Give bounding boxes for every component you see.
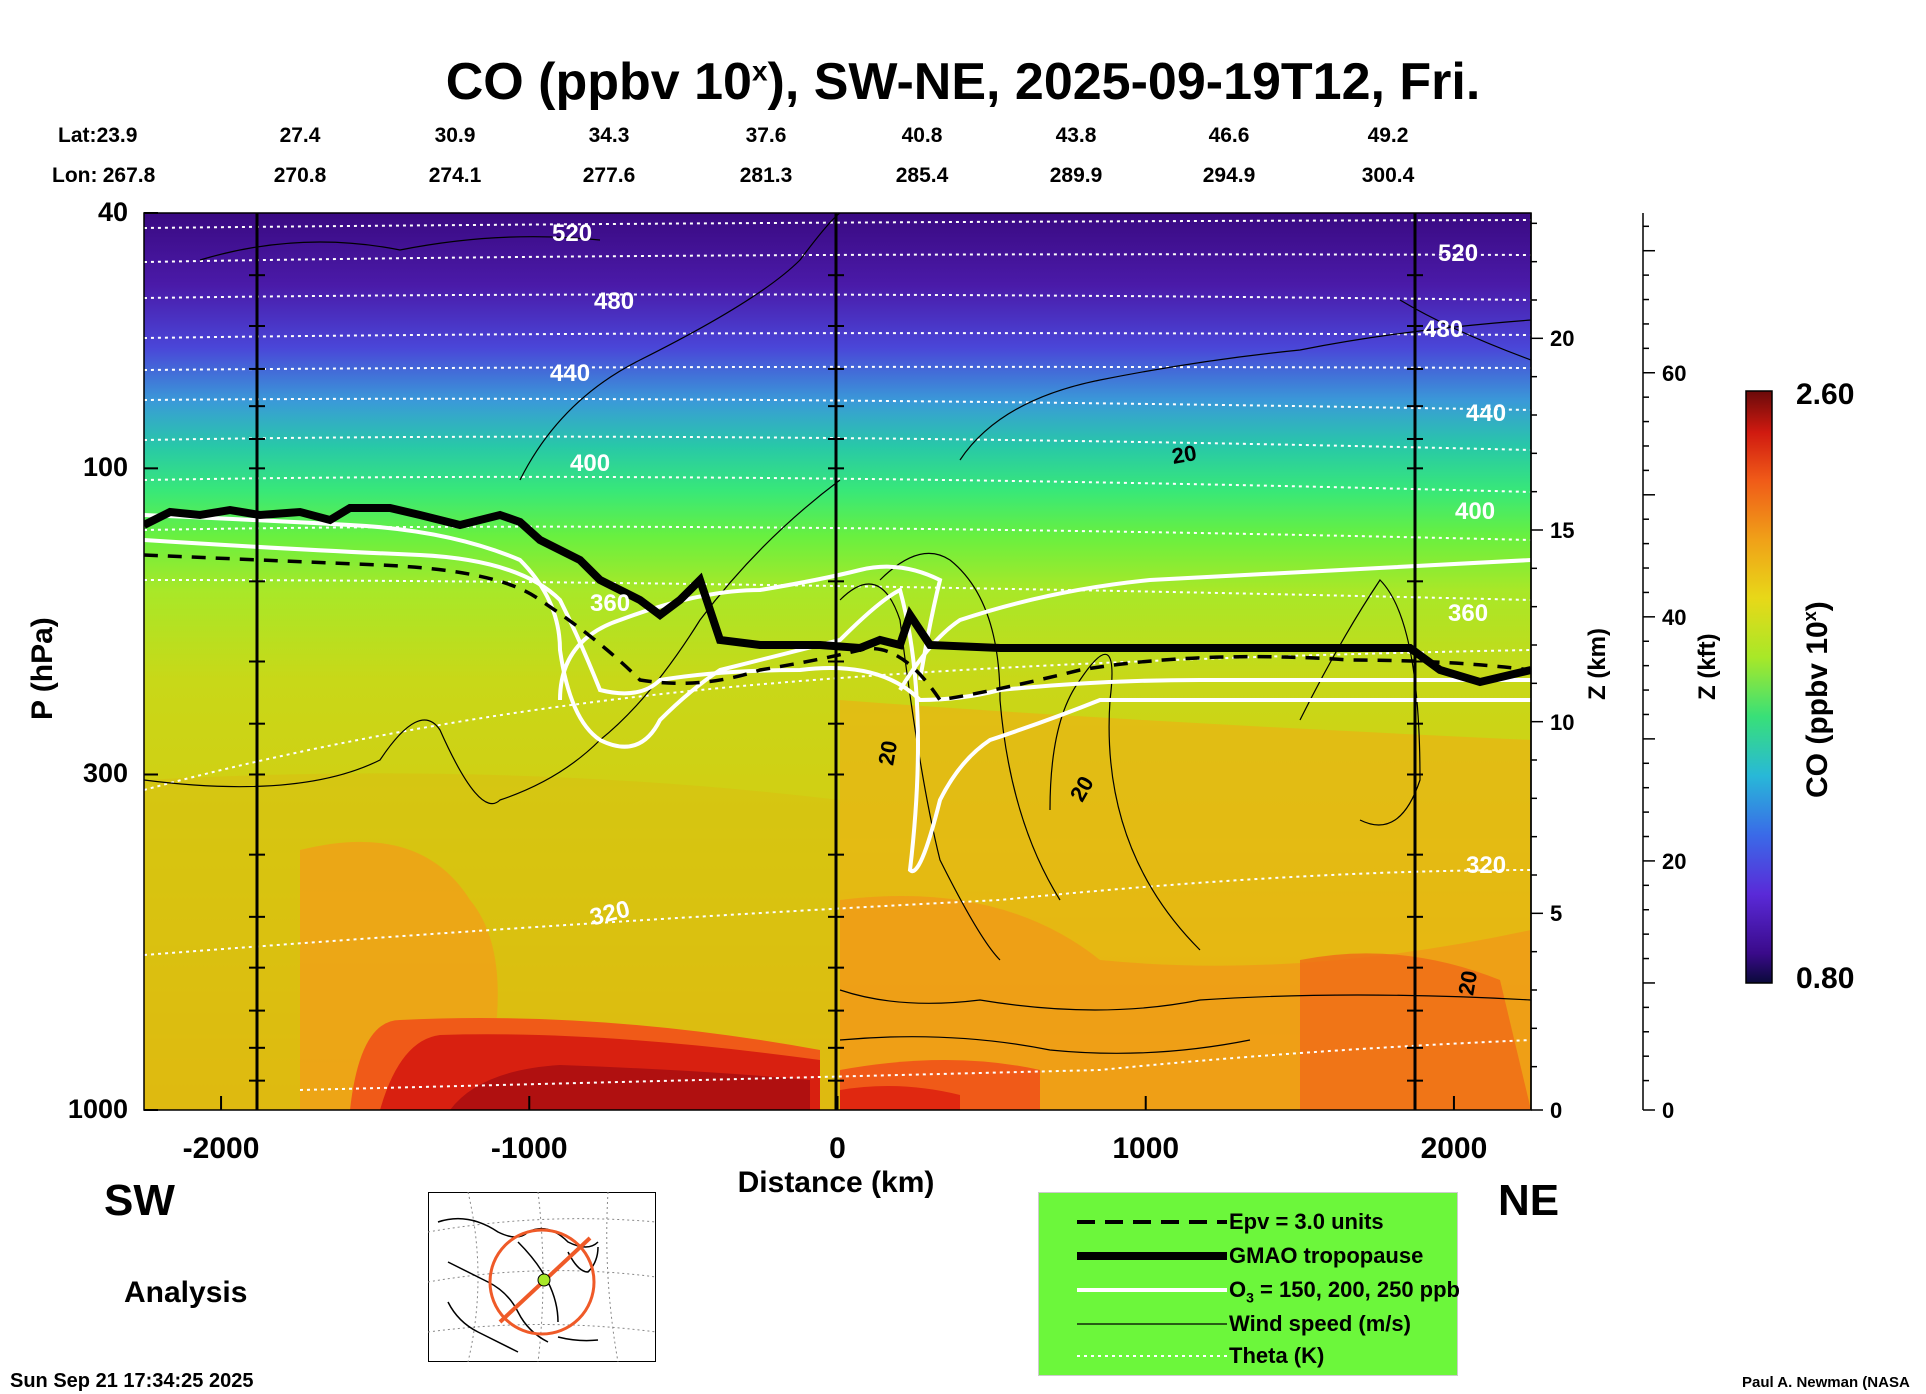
colorbar-max-label: 2.60	[1796, 378, 1855, 411]
zkm-tick-label: 20	[1550, 326, 1575, 352]
legend-theta: Theta (K)	[1077, 1343, 1325, 1368]
lon-value: 267.8	[102, 164, 156, 187]
tropopause-line	[144, 504, 1531, 687]
axis-ticks	[144, 212, 1655, 1111]
wind-contour-label: 20	[873, 738, 903, 768]
x-axis-title: Distance (km)	[737, 1166, 935, 1199]
lon-value: 277.6	[582, 164, 636, 187]
theta-contour-label: 400	[1455, 498, 1496, 525]
theta-contour-label: 400	[570, 450, 611, 477]
theta-contour-label: 520	[552, 220, 593, 247]
map-range-circle	[488, 1228, 596, 1336]
x-tick-label: -1000	[490, 1132, 568, 1165]
theta-contour-label: 440	[1466, 400, 1507, 427]
lon-value: 294.9	[1202, 164, 1256, 187]
legend-wind: Wind speed (m/s)	[1077, 1311, 1411, 1336]
colorbar-title: CO (ppbv 10x)	[1800, 601, 1834, 798]
x-tick-label: -2000	[182, 1132, 260, 1165]
credit: Paul A. Newman (NASA	[1742, 1374, 1910, 1391]
y-axis-title: P (hPa)	[26, 617, 59, 720]
x-tick-label: 1000	[1112, 1132, 1180, 1165]
legend-o3: O3 = 150, 200, 250 ppb	[1077, 1277, 1460, 1306]
lon-value: 300.4	[1361, 164, 1415, 187]
lat-value: 49.2	[1367, 124, 1409, 147]
timestamp: Sun Sep 21 17:34:25 2025	[10, 1370, 254, 1392]
ne-label: NE	[1498, 1176, 1560, 1225]
x-tick-label: 0	[829, 1132, 846, 1165]
zkft-tick-label: 20	[1662, 848, 1687, 874]
lat-value: 40.8	[901, 124, 943, 147]
theta-contour-label: 320	[1466, 852, 1507, 879]
y-tick-label: 1000	[67, 1094, 128, 1124]
lat-value: 23.9	[96, 124, 138, 147]
wind-contour-label: 20	[1453, 968, 1483, 998]
theta-contour-label: 520	[1438, 240, 1479, 267]
epv-line	[144, 553, 1531, 702]
lat-value: 46.6	[1208, 124, 1250, 147]
zkm-tick-label: 10	[1550, 709, 1575, 735]
zkm-tick-label: 5	[1550, 901, 1563, 927]
y-tick-label: 40	[97, 197, 128, 227]
chart-title: CO (ppbv 10x), SW-NE, 2025-09-19T12, Fri…	[445, 53, 1481, 111]
lon-value: 289.9	[1049, 164, 1103, 187]
wind-contour-label: 20	[1169, 440, 1199, 469]
lon-label: Lon:	[52, 164, 98, 187]
zkft-tick-label: 60	[1662, 360, 1687, 386]
lon-value: 274.1	[428, 164, 482, 187]
theta-contour-label: 480	[1423, 316, 1464, 343]
sw-label: SW	[104, 1176, 175, 1225]
lat-value: 43.8	[1055, 124, 1097, 147]
lat-value: 34.3	[588, 124, 630, 147]
zkm-tick-label: 15	[1550, 518, 1575, 543]
theta-contour-label: 360	[590, 590, 631, 617]
inset-map	[428, 1192, 656, 1362]
x-tick-label: 2000	[1420, 1132, 1488, 1165]
lon-value: 281.3	[739, 164, 793, 187]
theta-contour-label: 480	[594, 288, 635, 315]
zkft-tick-label: 0	[1662, 1098, 1675, 1123]
colorbar	[1745, 390, 1773, 984]
colorbar-min-label: 0.80	[1796, 962, 1855, 995]
lat-label: Lat:	[58, 124, 97, 147]
legend: Epv = 3.0 units GMAO tropopause O3 = 150…	[1038, 1192, 1460, 1376]
lat-value: 30.9	[434, 124, 476, 147]
o3-contours	[144, 513, 1531, 874]
y-tick-label: 100	[82, 452, 128, 483]
zkm-axis-title: Z (km)	[1584, 628, 1611, 700]
zkm-tick-label: 0	[1550, 1098, 1563, 1123]
zkft-axis-title: Z (kft)	[1694, 633, 1721, 700]
lon-value: 285.4	[895, 164, 949, 187]
lat-value: 27.4	[279, 124, 321, 147]
legend-epv: Epv = 3.0 units	[1077, 1209, 1384, 1234]
legend-tropopause: GMAO tropopause	[1077, 1243, 1424, 1268]
zkft-tick-label: 40	[1662, 604, 1687, 630]
theta-contour-label: 360	[1448, 600, 1489, 627]
lat-value: 37.6	[745, 124, 787, 147]
theta-contour-label: 440	[550, 360, 591, 387]
map-center-marker	[537, 1273, 551, 1287]
analysis-label: Analysis	[124, 1276, 248, 1309]
y-tick-label: 300	[82, 758, 128, 789]
lon-value: 270.8	[273, 164, 327, 187]
